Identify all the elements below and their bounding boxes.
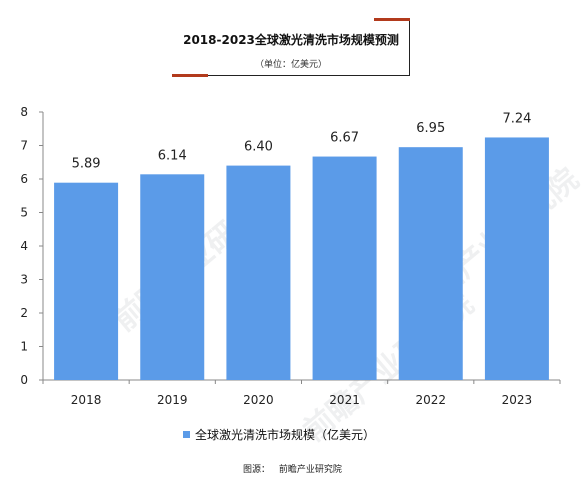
- title-accent-left: [172, 74, 208, 77]
- bar: [140, 174, 205, 380]
- y-tick-label: 4: [20, 239, 28, 253]
- x-tick-label: 2019: [157, 393, 188, 407]
- legend-label: 全球激光清洗市场规模（亿美元）: [195, 427, 376, 442]
- source-name: 前瞻产业研究院: [278, 465, 342, 475]
- legend-swatch: [183, 430, 190, 438]
- chart-subtitle: （单位：亿美元）: [254, 60, 327, 70]
- y-tick-label: 6: [20, 172, 28, 186]
- data-label: 6.95: [416, 121, 445, 136]
- source-label: 图源：: [243, 465, 271, 475]
- y-tick-label: 0: [20, 373, 28, 387]
- bar: [398, 147, 463, 380]
- source-note: 图源： 前瞻产业研究院: [243, 462, 342, 475]
- y-tick-label: 2: [20, 306, 28, 320]
- x-tick-label: 2022: [415, 393, 446, 407]
- bar: [54, 182, 119, 380]
- bar: [312, 156, 377, 380]
- data-label: 5.89: [72, 157, 101, 172]
- y-tick-label: 7: [20, 139, 28, 153]
- data-label: 7.24: [502, 111, 531, 126]
- legend: 全球激光清洗市场规模（亿美元）: [183, 426, 375, 442]
- y-tick-label: 8: [20, 105, 28, 119]
- x-tick-label: 2020: [243, 393, 274, 407]
- bar: [484, 137, 549, 380]
- data-label: 6.14: [158, 148, 187, 163]
- chart-title-box: 2018-2023全球激光清洗市场规模预测 （单位：亿美元）: [172, 20, 410, 76]
- data-label: 6.40: [244, 140, 273, 155]
- bar: [226, 165, 291, 380]
- x-tick-label: 2023: [502, 393, 533, 407]
- x-tick-label: 2021: [329, 393, 360, 407]
- y-tick-label: 3: [20, 273, 28, 287]
- y-tick-label: 1: [20, 340, 28, 354]
- chart-title: 2018-2023全球激光清洗市场规模预测: [183, 33, 399, 47]
- data-label: 6.67: [330, 131, 359, 146]
- title-accent-right: [374, 18, 410, 21]
- x-tick-label: 2018: [71, 393, 102, 407]
- y-tick-label: 5: [20, 206, 28, 220]
